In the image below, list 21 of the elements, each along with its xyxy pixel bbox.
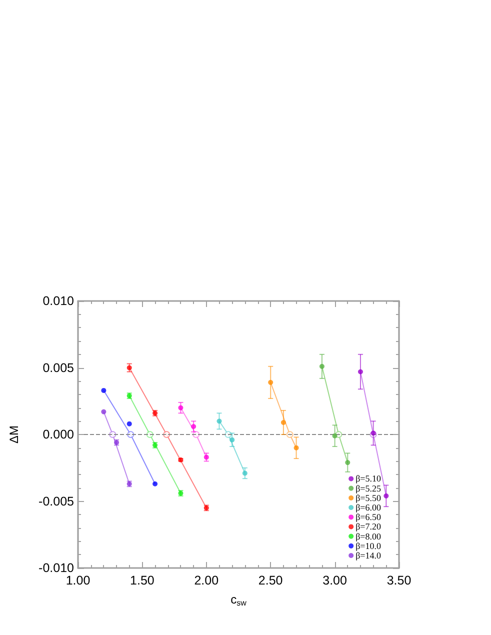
- y-tick-label: 0.010: [42, 294, 74, 308]
- x-tick-label: 3.50: [386, 574, 412, 588]
- legend-label: β=6.00: [356, 502, 382, 512]
- legend-label: β=5.50: [356, 492, 382, 503]
- x-tick-label: 3.00: [322, 574, 348, 588]
- legend-label: β=14.0: [356, 550, 382, 560]
- x-tick-label: 1.00: [66, 574, 90, 588]
- x-tick-label: 2.00: [194, 574, 219, 588]
- x-tick-label: 1.50: [130, 574, 154, 588]
- legend-label: β=6.50: [356, 512, 382, 522]
- legend-label: β=5.25: [356, 483, 382, 494]
- y-tick-label: 0.005: [42, 360, 74, 375]
- legend-label: β=5.10: [356, 474, 382, 484]
- x-tick-label: 2.50: [258, 574, 283, 588]
- y-axis-title: ΔM: [7, 425, 21, 444]
- y-tick-label: -0.005: [38, 494, 74, 508]
- legend-label: β=10.0: [356, 540, 382, 551]
- legend-label: β=7.20: [356, 522, 382, 532]
- legend-label: β=8.00: [356, 531, 382, 542]
- y-tick-label: 0.000: [42, 428, 74, 442]
- y-tick-label: -0.010: [38, 561, 74, 575]
